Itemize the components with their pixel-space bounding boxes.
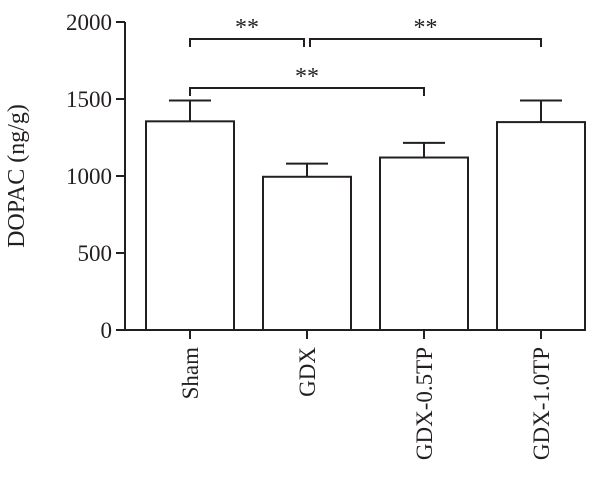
bar [262, 175, 352, 331]
y-tick-label: 500 [78, 241, 113, 266]
significance-label: ** [414, 15, 438, 41]
y-axis-label: DOPAC (ng/g) [4, 104, 30, 248]
x-tick-label: Sham [178, 347, 203, 400]
bars [145, 99, 586, 331]
significance-label: ** [295, 64, 319, 90]
significance-label: ** [235, 15, 259, 41]
bar [145, 120, 235, 331]
x-tick-label: GDX [295, 347, 320, 397]
significance-bracket [309, 38, 542, 47]
y-axis: 0 500 1000 1500 2000 [66, 10, 126, 343]
significance-bracket [189, 38, 305, 47]
bar [496, 121, 586, 331]
y-tick-label: 1500 [66, 87, 112, 112]
bar [379, 156, 469, 331]
x-tick-label: GDX-1.0TP [529, 347, 554, 460]
x-axis: Sham GDX GDX-0.5TP GDX-1.0TP [125, 329, 563, 460]
x-tick-label: GDX-0.5TP [412, 347, 437, 460]
y-tick-label: 0 [101, 318, 113, 343]
significance-bracket [189, 87, 425, 96]
y-tick-label: 1000 [66, 164, 112, 189]
significance-brackets: ** ** ** [189, 15, 542, 96]
y-tick-label: 2000 [66, 10, 112, 35]
